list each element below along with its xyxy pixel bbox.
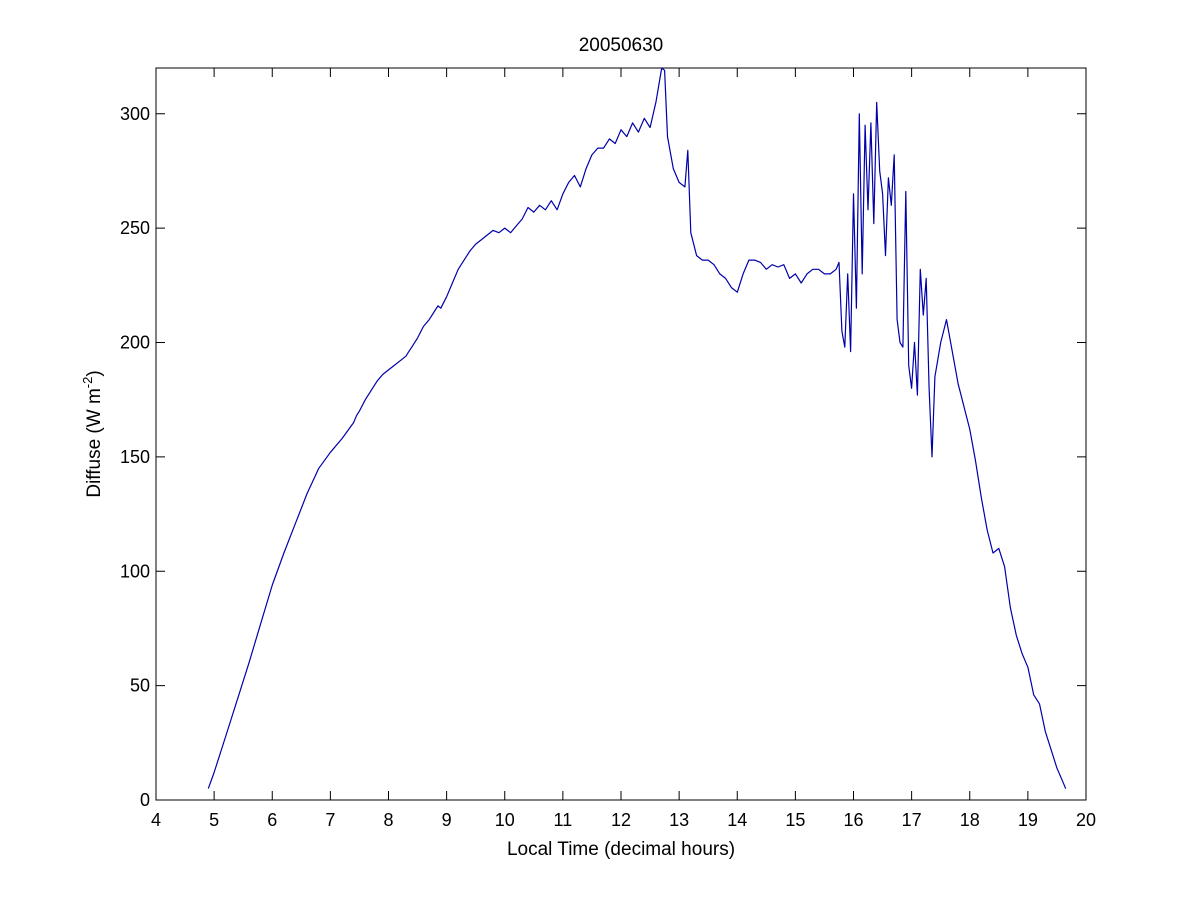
- x-tick-label: 10: [495, 810, 515, 830]
- x-axis-label: Local Time (decimal hours): [507, 839, 735, 860]
- y-tick-label: 300: [120, 104, 150, 124]
- x-tick-label: 7: [325, 810, 335, 830]
- y-tick-label: 100: [120, 561, 150, 581]
- x-tick-label: 19: [1018, 810, 1038, 830]
- x-tick-label: 9: [442, 810, 452, 830]
- x-tick-label: 6: [267, 810, 277, 830]
- x-tick-label: 18: [960, 810, 980, 830]
- axes-frame: [155, 67, 1087, 801]
- x-tick-label: 8: [383, 810, 393, 830]
- y-tick-label: 150: [120, 447, 150, 467]
- x-tick-label: 13: [669, 810, 689, 830]
- diffuse-series-line: [207, 67, 1067, 789]
- y-axis-label-superscript: -2: [80, 377, 95, 389]
- tick-labels: 4 5 6 7 8 9 10 11 12 13 14 15 16 17 18 19 20050100150200…: [120, 104, 1096, 830]
- y-axis-label-main: Diffuse (W m: [84, 388, 105, 497]
- y-tick-label: 0: [140, 790, 150, 810]
- x-tick-label: 12: [611, 810, 631, 830]
- x-tick-label: 17: [902, 810, 922, 830]
- y-tick-label: 200: [120, 333, 150, 353]
- y-tick-label: 250: [120, 218, 150, 238]
- y-axis-label-close: ): [84, 370, 105, 376]
- x-tick-label: 11: [554, 810, 573, 830]
- tick-marks: [155, 68, 1087, 801]
- x-tick-label: 16: [843, 810, 863, 830]
- x-tick-label: 20: [1076, 810, 1096, 830]
- x-tick-label: 15: [785, 810, 805, 830]
- y-axis-label: Diffuse (W m-2): [80, 370, 105, 497]
- x-tick-label: 4: [151, 810, 161, 830]
- y-tick-label: 50: [130, 676, 150, 696]
- chart-title: 20050630: [579, 35, 664, 56]
- x-tick-label: 5: [209, 810, 219, 830]
- x-tick-label: 14: [727, 810, 747, 830]
